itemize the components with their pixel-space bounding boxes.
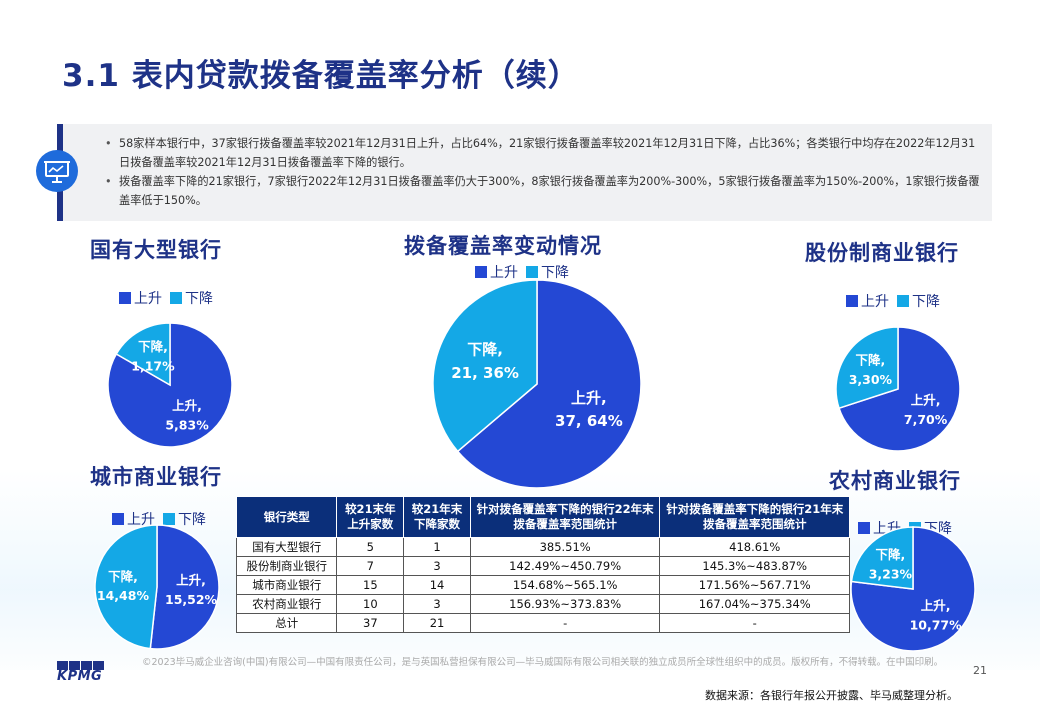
legend-label-up: 上升	[490, 265, 518, 281]
legend-label-down: 下降	[924, 521, 952, 537]
pie-data-label: 下降, 1,17%	[131, 339, 175, 373]
table-cell: 167.04%~375.34%	[659, 594, 850, 614]
legend-swatch-up	[846, 295, 858, 307]
table-cell: 15	[336, 575, 405, 595]
pie-slice-down	[94, 524, 158, 650]
legend-rural-commercial: 上升 下降	[858, 518, 960, 538]
table-cell: 3	[403, 556, 471, 576]
table-header-cell: 针对拨备覆盖率下降的银行21年末拨备覆盖率范围统计	[659, 496, 850, 538]
legend-city-commercial: 上升 下降	[112, 509, 214, 529]
table-cell: 股份制商业银行	[235, 556, 338, 576]
table-cell: 10	[336, 594, 405, 614]
pie-slice-down	[432, 279, 538, 453]
table-cell: 7	[336, 556, 405, 576]
chart-title-state-owned: 国有大型银行	[90, 238, 222, 262]
pie-slice-up	[838, 326, 961, 452]
legend-label-up: 上升	[873, 521, 901, 537]
table-cell: 385.51%	[469, 537, 661, 557]
kpmg-logo: KPMG	[57, 661, 107, 685]
pie-data-label: 上升, 5,83%	[165, 398, 209, 432]
table-cell: 5	[336, 537, 405, 557]
legend-swatch-up	[475, 266, 487, 278]
table-row: 城市商业银行 15 14 154.68%~565.1% 171.56%~567.…	[235, 575, 850, 595]
table-cell: 37	[336, 613, 405, 633]
table-row: 国有大型银行 5 1 385.51% 418.61%	[235, 537, 850, 557]
legend-swatch-down	[897, 295, 909, 307]
legend-label-up: 上升	[134, 291, 162, 307]
summary-list: 58家样本银行中，37家银行拨备覆盖率较2021年12月31日上升，占比64%，…	[105, 134, 985, 210]
table-cell: 418.61%	[659, 537, 850, 557]
table-cell: -	[469, 613, 661, 633]
summary-item: 58家样本银行中，37家银行拨备覆盖率较2021年12月31日上升，占比64%，…	[105, 134, 985, 172]
legend-overall: 上升 下降	[475, 262, 577, 282]
legend-swatch-down	[170, 292, 182, 304]
chart-title-city-commercial: 城市商业银行	[90, 465, 222, 489]
table-header-cell: 较21末年上升家数	[336, 496, 405, 538]
logo-text: KPMG	[57, 669, 103, 684]
chart-title-joint-stock: 股份制商业银行	[805, 241, 959, 265]
pie-data-label: 下降, 14,48%	[97, 569, 150, 603]
legend-label-down: 下降	[541, 265, 569, 281]
summary-box: 58家样本银行中，37家银行拨备覆盖率较2021年12月31日上升，占比64%，…	[36, 124, 992, 221]
table-cell: 145.3%~483.87%	[659, 556, 850, 576]
legend-joint-stock: 上升 下降	[846, 291, 948, 311]
table-row: 总计 37 21 - -	[235, 613, 850, 633]
pie-slice-down	[115, 322, 171, 387]
legend-state-owned: 上升 下降	[119, 288, 221, 308]
chart-title-overall: 拨备覆盖率变动情况	[404, 234, 602, 258]
pie-slice-down	[835, 326, 899, 410]
table-cell: 城市商业银行	[235, 575, 338, 595]
table-row: 农村商业银行 10 3 156.93%~373.83% 167.04%~375.…	[235, 594, 850, 614]
legend-label-up: 上升	[127, 512, 155, 528]
legend-swatch-down	[163, 513, 175, 525]
presentation-board-icon	[36, 150, 78, 192]
page-number: 21	[973, 664, 987, 677]
table-cell: 171.56%~567.71%	[659, 575, 850, 595]
table-cell: 1	[403, 537, 471, 557]
legend-label-down: 下降	[185, 291, 213, 307]
pie-data-label: 下降, 21, 36%	[451, 341, 519, 382]
legend-swatch-up	[119, 292, 131, 304]
page-title: 3.1 表内贷款拨备覆盖率分析（续）	[62, 58, 580, 94]
legend-label-up: 上升	[861, 294, 889, 310]
pie-data-label: 上升, 15,52%	[165, 572, 218, 606]
table-header-cell: 银行类型	[235, 496, 338, 538]
table-cell: 农村商业银行	[235, 594, 338, 614]
table-cell: 3	[403, 594, 471, 614]
table-header-cell: 较21年末下降家数	[403, 496, 471, 538]
legend-swatch-up	[112, 513, 124, 525]
data-source-note: 数据来源：各银行年报公开披露、毕马威整理分析。	[705, 689, 958, 702]
table-cell: 21	[403, 613, 471, 633]
legend-label-down: 下降	[912, 294, 940, 310]
coverage-stats-table: 银行类型 较21末年上升家数 较21年末下降家数 针对拨备覆盖率下降的银行22年…	[235, 496, 850, 633]
copyright-note: ©2023毕马威企业咨询(中国)有限公司—中国有限责任公司，是与英国私营担保有限…	[142, 657, 944, 668]
table-cell: 国有大型银行	[235, 537, 338, 557]
table-cell: 14	[403, 575, 471, 595]
legend-label-down: 下降	[178, 512, 206, 528]
table-cell: 142.49%~450.79%	[469, 556, 661, 576]
table-cell: 156.93%~373.83%	[469, 594, 661, 614]
table-header-row: 银行类型 较21末年上升家数 较21年末下降家数 针对拨备覆盖率下降的银行22年…	[235, 496, 850, 538]
chart-title-rural-commercial: 农村商业银行	[829, 469, 961, 493]
legend-swatch-up	[858, 522, 870, 534]
table-row: 股份制商业银行 7 3 142.49%~450.79% 145.3%~483.8…	[235, 556, 850, 576]
pie-slice-up	[149, 524, 220, 650]
legend-swatch-down	[909, 522, 921, 534]
pie-data-label: 上升, 37, 64%	[555, 389, 623, 430]
table-cell: -	[659, 613, 850, 633]
table-header-cell: 针对拨备覆盖率下降的银行22年末拨备覆盖率范围统计	[469, 496, 661, 538]
pie-data-label: 上升, 7,70%	[904, 393, 948, 427]
pie-data-label: 下降, 3,30%	[849, 353, 893, 387]
legend-swatch-down	[526, 266, 538, 278]
table-cell: 总计	[235, 613, 338, 633]
pie-slice-up	[456, 279, 642, 489]
table-cell: 154.68%~565.1%	[469, 575, 661, 595]
summary-item: 拨备覆盖率下降的21家银行，7家银行2022年12月31日拨备覆盖率仍大于300…	[105, 172, 985, 210]
